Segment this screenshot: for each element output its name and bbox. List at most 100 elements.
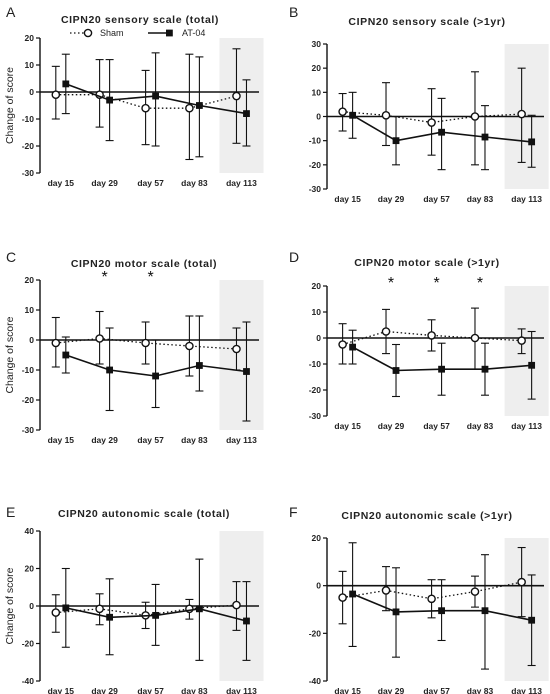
chart-title: CIPN20 motor scale (total) (71, 258, 217, 270)
x-tick-label: day 113 (226, 178, 257, 188)
data-point (438, 365, 445, 373)
panel-letter: C (6, 249, 16, 265)
data-point (349, 590, 357, 598)
y-tick-label: -40 (22, 676, 35, 686)
highlight-region (219, 38, 264, 173)
data-point (392, 608, 400, 616)
y-tick-label: 20 (312, 63, 322, 73)
data-point (185, 341, 194, 351)
data-point (528, 616, 536, 624)
data-point (438, 607, 445, 615)
x-tick-label: day 57 (423, 686, 450, 694)
y-tick-label: -30 (309, 411, 322, 421)
panel-letter: D (289, 249, 299, 265)
series-line (55, 94, 237, 109)
series-sham (338, 307, 526, 370)
data-point (470, 587, 480, 596)
y-tick-label: 30 (312, 39, 322, 49)
y-tick-label: 0 (29, 87, 34, 97)
data-point (470, 333, 480, 343)
data-point (232, 344, 241, 354)
y-tick-label: -40 (309, 676, 322, 686)
y-tick-label: -30 (22, 425, 35, 435)
x-tick-label: day 113 (511, 194, 542, 204)
y-tick-label: 10 (312, 87, 322, 97)
chart-panel-b: B CIPN20 sensory scale (>1yr) 30 20 10 0 -10 -2… (289, 4, 549, 204)
x-tick-label: day 113 (511, 421, 542, 431)
x-tick-label: day 113 (511, 686, 542, 694)
chart-title: CIPN20 autonomic scale (>1yr) (341, 510, 512, 522)
series-at04 (61, 315, 251, 422)
x-tick-label: day 15 (334, 686, 361, 694)
y-axis-label: Change of score (4, 567, 16, 644)
data-point (427, 594, 436, 604)
data-point (185, 103, 194, 113)
significance-star: * (433, 275, 439, 292)
x-tick-label: day 29 (91, 178, 118, 188)
y-tick-label: 10 (25, 60, 35, 70)
data-point (427, 331, 436, 340)
series-sham (338, 67, 526, 166)
data-point (106, 96, 114, 104)
y-tick-label: 20 (25, 275, 35, 285)
series-at04 (61, 558, 251, 661)
series-sham (51, 310, 241, 377)
x-tick-label: day 83 (467, 686, 494, 694)
highlight-region (504, 538, 549, 681)
data-point (481, 133, 489, 141)
y-tick-label: 10 (312, 307, 322, 317)
y-tick-label: -10 (309, 359, 322, 369)
series-at04 (348, 329, 536, 400)
y-tick-label: 40 (25, 526, 35, 536)
y-tick-label: 0 (29, 601, 34, 611)
data-point (232, 600, 241, 610)
data-point (141, 103, 150, 113)
y-tick-label: 0 (316, 333, 321, 343)
y-tick-label: -20 (22, 395, 35, 405)
chart-panel-f: F CIPN20 autonomic scale (>1yr) 20 0 -20 -40 d… (289, 504, 549, 694)
x-tick-label: day 15 (48, 686, 75, 694)
y-tick-label: 20 (312, 533, 322, 543)
data-point (232, 91, 241, 101)
chart-title: CIPN20 sensory scale (total) (61, 14, 219, 26)
y-axis-label: Change of score (4, 316, 16, 393)
data-point (338, 107, 347, 116)
data-point (51, 608, 61, 617)
y-tick-label: -10 (309, 136, 322, 146)
x-tick-label: day 57 (423, 421, 450, 431)
chart-panel-e: E CIPN20 autonomic scale (total) 40 20 0 -20 -… (4, 504, 264, 694)
panel-letter: E (6, 504, 15, 520)
data-point (528, 361, 536, 369)
data-point (243, 617, 250, 625)
data-point (481, 607, 489, 615)
series-at04 (348, 542, 536, 670)
y-tick-label: -20 (309, 628, 322, 638)
chart-panel-c: C CIPN20 motor scale (total) 20 10 0 -10 -20 -3… (4, 249, 264, 445)
data-point (51, 90, 61, 99)
y-tick-label: -10 (22, 114, 35, 124)
data-point (392, 137, 400, 145)
legend-sham-label: Sham (100, 28, 124, 38)
x-tick-label: day 29 (378, 686, 405, 694)
data-point (438, 128, 445, 136)
data-point (152, 92, 159, 100)
data-point (152, 611, 159, 619)
data-point (427, 118, 436, 127)
y-tick-label: 20 (312, 281, 322, 291)
chart-title: CIPN20 sensory scale (>1yr) (348, 16, 505, 28)
data-point (392, 367, 400, 374)
series-sham (51, 48, 241, 161)
chart-panel-d: D CIPN20 motor scale (>1yr) 20 10 0 -10 -20 -30… (289, 249, 549, 431)
y-tick-label: -20 (309, 160, 322, 170)
y-tick-label: 20 (25, 33, 35, 43)
data-point (141, 338, 150, 348)
data-point (517, 336, 526, 345)
x-tick-label: day 29 (378, 194, 405, 204)
data-point (528, 138, 536, 146)
data-point (195, 102, 203, 109)
series-line (342, 581, 522, 600)
y-tick-label: -20 (309, 385, 322, 395)
x-tick-label: day 57 (423, 194, 450, 204)
data-point (62, 604, 70, 612)
series-sham (51, 581, 241, 633)
